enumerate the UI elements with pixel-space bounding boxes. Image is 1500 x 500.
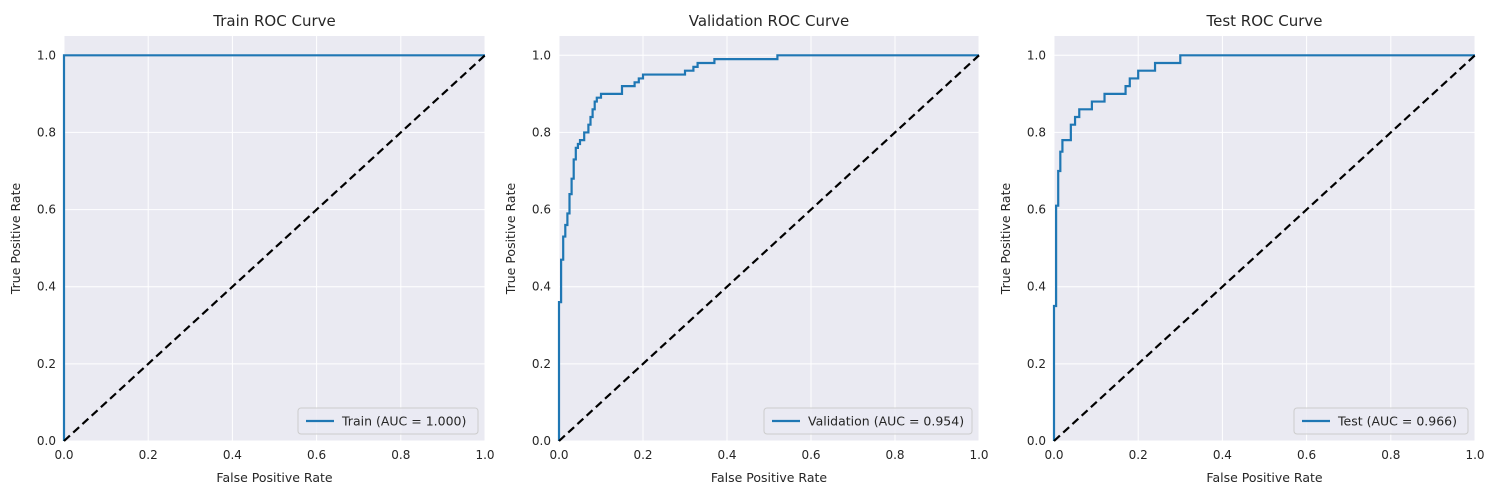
y-tick-label: 0.6 <box>37 203 56 217</box>
y-tick-label: 0.8 <box>532 125 551 139</box>
plot-area <box>64 36 485 441</box>
y-tick-label: 1.0 <box>37 48 56 62</box>
x-tick-label: 0.2 <box>139 448 158 462</box>
y-tick-label: 0.4 <box>1027 280 1046 294</box>
x-axis-label: False Positive Rate <box>1206 470 1322 485</box>
legend-frame <box>763 407 973 435</box>
x-tick-label: 0.6 <box>1297 448 1316 462</box>
x-tick-label: 0.8 <box>885 448 904 462</box>
x-tick-label: 0.6 <box>801 448 820 462</box>
x-tick-label: 1.0 <box>1465 448 1484 462</box>
y-tick-label: 0.2 <box>37 357 56 371</box>
y-tick-label: 0.2 <box>1027 357 1046 371</box>
legend: Validation (AUC = 0.954) <box>763 407 973 435</box>
y-tick-label: 0.8 <box>1027 125 1046 139</box>
plot-area <box>559 36 979 441</box>
x-tick-label: 0.4 <box>223 448 242 462</box>
y-axis-label: True Positive Rate <box>503 183 518 296</box>
y-tick-label: 0.6 <box>1027 203 1046 217</box>
chance-diagonal-line <box>1053 54 1476 442</box>
y-tick-label: 0.2 <box>532 357 551 371</box>
roc-panel-1: 0.0 0.2 0.4 0.6 0.8 1.0 0.0 0.2 0.4 0.6 0.8 1.0 Vali… <box>503 12 989 485</box>
y-tick-label: 0.4 <box>37 280 56 294</box>
roc-curve-line <box>62 54 485 441</box>
x-tick-label: 1.0 <box>475 448 494 462</box>
y-tick-label: 0.0 <box>1027 434 1046 448</box>
legend-frame <box>297 407 479 435</box>
chart-title: Train ROC Curve <box>212 12 335 30</box>
x-tick-label: 0.2 <box>633 448 652 462</box>
roc-panel-2: 0.0 0.2 0.4 0.6 0.8 1.0 0.0 0.2 0.4 0.6 0.8 1.0 Test… <box>998 12 1485 485</box>
x-tick-label: 0.2 <box>1129 448 1148 462</box>
plot-area <box>1054 36 1475 441</box>
chart-title: Validation ROC Curve <box>689 12 850 30</box>
chart-title: Test ROC Curve <box>1205 12 1322 30</box>
legend: Test (AUC = 0.966) <box>1293 407 1469 435</box>
chance-diagonal-line <box>63 54 486 442</box>
x-tick-label: 0.4 <box>1213 448 1232 462</box>
legend: Train (AUC = 1.000) <box>297 407 479 435</box>
x-tick-label: 0.8 <box>1381 448 1400 462</box>
x-tick-label: 0.0 <box>54 448 73 462</box>
roc-panel-0: 0.0 0.2 0.4 0.6 0.8 1.0 0.0 0.2 0.4 0.6 0.8 1.0 Trai… <box>8 12 495 485</box>
y-axis-label: True Positive Rate <box>8 183 23 296</box>
x-tick-label: 0.0 <box>1044 448 1063 462</box>
y-tick-label: 0.0 <box>532 434 551 448</box>
roc-curve-line <box>557 54 979 441</box>
y-tick-label: 0.8 <box>37 125 56 139</box>
legend-frame <box>1293 407 1469 435</box>
y-tick-label: 1.0 <box>532 48 551 62</box>
chance-diagonal-line <box>558 54 980 442</box>
x-tick-label: 0.8 <box>391 448 410 462</box>
x-tick-label: 0.4 <box>717 448 736 462</box>
x-tick-label: 0.6 <box>307 448 326 462</box>
x-axis-label: False Positive Rate <box>216 470 332 485</box>
y-tick-label: 0.0 <box>37 434 56 448</box>
x-tick-label: 1.0 <box>969 448 988 462</box>
x-axis-label: False Positive Rate <box>711 470 827 485</box>
roc-curve-line <box>1052 54 1475 441</box>
y-tick-label: 1.0 <box>1027 48 1046 62</box>
legend-label: Validation (AUC = 0.954) <box>808 414 964 429</box>
y-tick-label: 0.4 <box>532 280 551 294</box>
y-axis-label: True Positive Rate <box>998 183 1013 296</box>
x-tick-label: 0.0 <box>549 448 568 462</box>
legend-label: Train (AUC = 1.000) <box>341 414 466 429</box>
legend-label: Test (AUC = 0.966) <box>1337 414 1457 429</box>
y-tick-label: 0.6 <box>532 203 551 217</box>
